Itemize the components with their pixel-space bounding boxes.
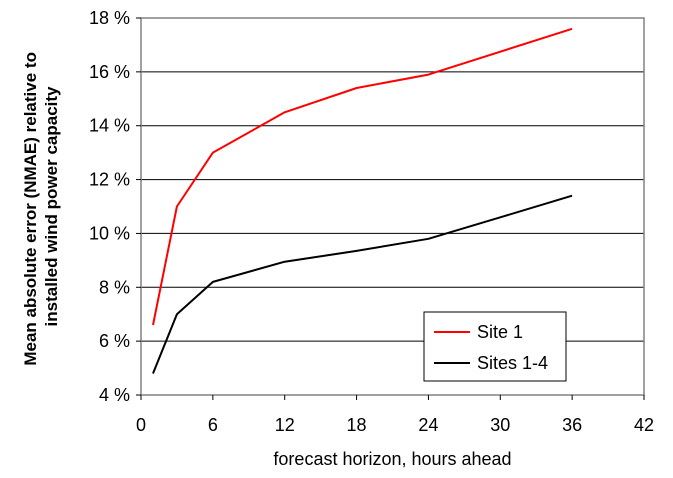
grid-lines — [141, 71, 644, 342]
x-tick-label: 0 — [136, 415, 146, 435]
x-tick-label: 42 — [634, 415, 654, 435]
x-axis-title: forecast horizon, hours ahead — [273, 449, 511, 469]
y-tick-label: 6 % — [99, 331, 130, 351]
plot-area-border — [140, 17, 645, 396]
x-tick-label: 12 — [275, 415, 295, 435]
series-line-sites-1-4 — [152, 194, 573, 374]
x-tick-label: 24 — [418, 415, 438, 435]
y-tick-label: 4 % — [99, 385, 130, 405]
x-tick-label: 36 — [562, 415, 582, 435]
series-line-site-1 — [152, 27, 573, 326]
y-tick-label: 14 % — [89, 116, 130, 136]
y-tick-label: 8 % — [99, 277, 130, 297]
legend: Site 1 Sites 1-4 — [423, 311, 567, 382]
y-tick-label: 18 % — [89, 8, 130, 28]
y-axis-title-line-2: installed wind power capacity — [42, 86, 61, 326]
y-tick-label: 16 % — [89, 62, 130, 82]
series-lines — [152, 27, 573, 374]
legend-label-sites-1-4: Sites 1-4 — [477, 353, 548, 373]
x-axis-ticks: 0 6 12 18 24 30 36 42 — [136, 395, 654, 435]
y-tick-label: 12 % — [89, 170, 130, 190]
legend-box — [423, 311, 567, 382]
x-tick-label: 18 — [347, 415, 367, 435]
y-axis-title: Mean absolute error (NMAE) relative to i… — [21, 47, 61, 365]
y-tick-label: 10 % — [89, 223, 130, 243]
y-axis-ticks: 4 % 6 % 8 % 10 % 12 % 14 % 16 % 18 % — [89, 8, 141, 405]
legend-label-site-1: Site 1 — [477, 322, 523, 342]
x-tick-label: 6 — [208, 415, 218, 435]
x-tick-label: 30 — [490, 415, 510, 435]
y-axis-title-line-1: Mean absolute error (NMAE) relative to — [21, 52, 40, 366]
